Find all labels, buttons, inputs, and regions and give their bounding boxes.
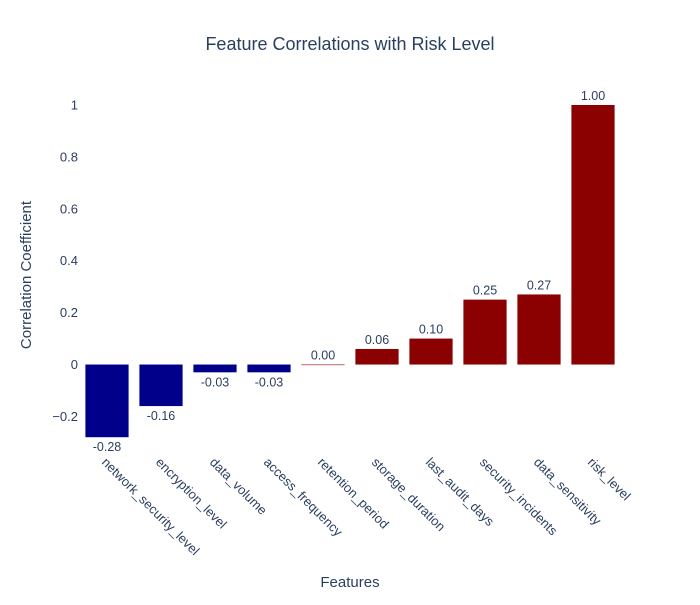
y-tick-label: 0.4 [60, 253, 78, 268]
y-tick-label: −0.2 [52, 409, 78, 424]
y-axis-title: Correlation Coefficient [18, 200, 35, 349]
y-tick-label: 0 [71, 357, 78, 372]
data-labels: -0.28 -0.16 -0.03 -0.03 0.00 0.06 0.10 0.25 0.27… [93, 89, 605, 454]
bar [139, 364, 183, 407]
bar [463, 299, 507, 365]
y-tick-label: 1 [71, 97, 78, 112]
x-tick-label: risk_level [585, 455, 634, 504]
bar-value-label: 0.25 [473, 284, 497, 298]
bar [355, 348, 399, 365]
bar [517, 294, 561, 365]
y-tick-label: 0.2 [60, 305, 78, 320]
bar [409, 338, 453, 365]
chart-title: Feature Correlations with Risk Level [205, 34, 494, 54]
bar-value-label: -0.03 [201, 375, 230, 389]
bar-value-label: -0.03 [255, 375, 284, 389]
bar [301, 364, 345, 366]
x-tick-label: network_security_level [99, 455, 203, 559]
x-axis-title: Features [320, 574, 379, 591]
bar [247, 364, 291, 373]
bar-value-label: 0.27 [527, 278, 551, 292]
y-tick-label: 0.8 [60, 149, 78, 164]
bar-value-label: 0.06 [365, 333, 389, 347]
bar-value-label: 0.00 [311, 349, 335, 363]
bars [85, 104, 615, 438]
x-axis-ticks: network_security_levelencryption_levelda… [99, 455, 634, 559]
bar-value-label: 0.10 [419, 323, 443, 337]
bar [85, 364, 129, 438]
y-axis-ticks: −0.2 0 0.2 0.4 0.6 0.8 1 [52, 97, 78, 423]
bar [193, 364, 237, 373]
bar [571, 104, 615, 365]
bar-value-label: 1.00 [581, 89, 605, 103]
y-tick-label: 0.6 [60, 201, 78, 216]
bar-value-label: -0.16 [147, 409, 176, 423]
bar-value-label: -0.28 [93, 440, 122, 454]
